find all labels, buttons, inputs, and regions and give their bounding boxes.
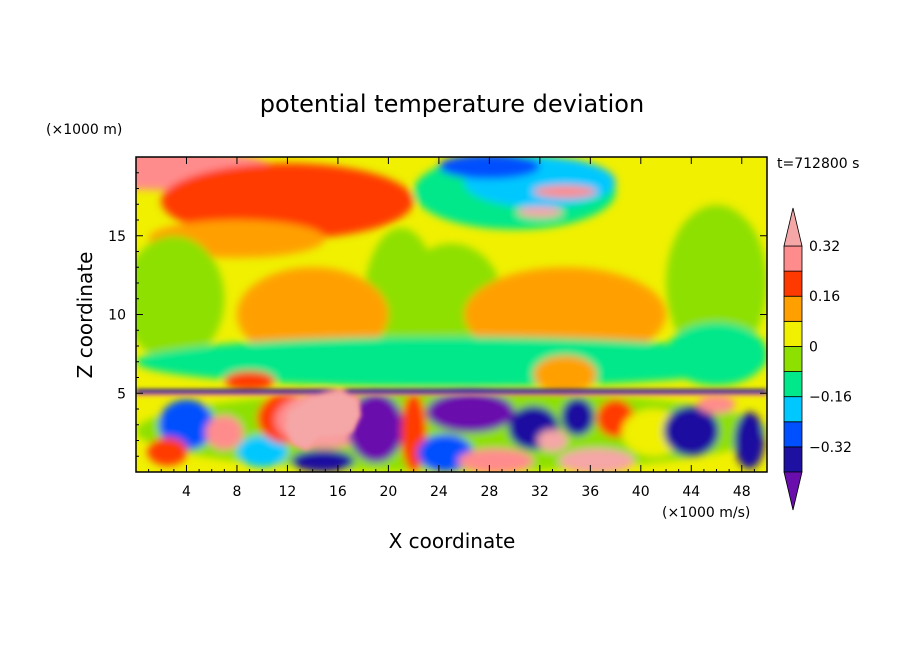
colorbar-swatch bbox=[783, 396, 803, 423]
colorbar-swatch bbox=[783, 346, 803, 372]
contour-region bbox=[537, 429, 568, 452]
contour-region bbox=[136, 235, 225, 362]
colorbar-swatch bbox=[783, 270, 803, 297]
colorbar-label: 0.32 bbox=[809, 239, 840, 255]
contour-region bbox=[161, 163, 414, 239]
colorbar-label: 0 bbox=[809, 339, 818, 355]
y-tick-label: 10 bbox=[108, 308, 126, 324]
colorbar-swatch bbox=[783, 371, 803, 398]
contour-region bbox=[426, 391, 515, 433]
time-label: t=712800 s bbox=[777, 156, 859, 172]
colorbar-label: 0.16 bbox=[809, 289, 840, 305]
contour-region bbox=[734, 412, 765, 469]
x-tick-label: 44 bbox=[682, 484, 700, 500]
colorbar-swatch bbox=[783, 320, 803, 347]
contour-region bbox=[653, 157, 767, 220]
x-unit-label: (×1000 m/s) bbox=[662, 505, 750, 521]
contour-region bbox=[438, 157, 540, 180]
contour-region bbox=[205, 415, 244, 450]
chart-title: potential temperature deviation bbox=[260, 90, 644, 118]
contour-region bbox=[457, 448, 534, 472]
colorbar-max-arrow bbox=[783, 207, 803, 247]
x-tick-label: 24 bbox=[430, 484, 448, 500]
colorbar-label: −0.16 bbox=[809, 390, 852, 406]
colorbar-swatch bbox=[783, 421, 803, 448]
x-tick-label: 32 bbox=[531, 484, 549, 500]
contour-region bbox=[224, 371, 275, 391]
x-tick-label: 28 bbox=[480, 484, 498, 500]
x-tick-label: 16 bbox=[329, 484, 347, 500]
field-features bbox=[136, 389, 767, 451]
x-axis: 4 8 12 16 20 24 28 32 36 40 44 48 bbox=[148, 157, 755, 500]
contour-region bbox=[533, 185, 597, 198]
contour-region bbox=[533, 355, 597, 394]
colorbar-label: −0.32 bbox=[809, 440, 852, 456]
field-regions bbox=[136, 157, 767, 472]
contour-region bbox=[666, 322, 767, 386]
contour-region bbox=[558, 448, 635, 472]
contour-region bbox=[348, 393, 404, 463]
warm-bubble bbox=[284, 389, 362, 451]
inversion-edge bbox=[136, 394, 767, 397]
colorbar-swatch bbox=[783, 295, 803, 322]
x-tick-label: 4 bbox=[182, 484, 191, 500]
inversion-line bbox=[136, 389, 767, 395]
contour-region bbox=[158, 399, 215, 450]
x-tick-label: 40 bbox=[632, 484, 650, 500]
y-axis: 5 10 15 bbox=[108, 172, 767, 457]
contour-region bbox=[147, 437, 188, 466]
y-unit-label: (×1000 m) bbox=[46, 122, 122, 138]
x-axis-label: X coordinate bbox=[389, 529, 516, 553]
contour-region bbox=[517, 206, 563, 218]
colorbar-min-arrow bbox=[783, 471, 803, 511]
contour-region bbox=[291, 449, 355, 472]
contour-region bbox=[663, 405, 720, 457]
x-tick-label: 8 bbox=[232, 484, 241, 500]
contour-region bbox=[666, 204, 767, 362]
y-axis-label: Z coordinate bbox=[73, 252, 97, 379]
contour-region bbox=[236, 435, 288, 468]
x-tick-label: 36 bbox=[581, 484, 599, 500]
x-tick-label: 20 bbox=[379, 484, 397, 500]
colorbar-swatch bbox=[783, 446, 803, 473]
y-tick-label: 5 bbox=[117, 386, 126, 402]
x-tick-label: 48 bbox=[733, 484, 751, 500]
x-tick-label: 12 bbox=[279, 484, 297, 500]
colorbar-swatch bbox=[783, 245, 803, 272]
contour-field bbox=[136, 157, 767, 472]
contour-region bbox=[561, 397, 595, 436]
contour-region bbox=[697, 394, 736, 414]
colorbar: −0.32 −0.16 0 0.16 0.32 bbox=[783, 207, 852, 511]
y-tick-label: 15 bbox=[108, 229, 126, 245]
